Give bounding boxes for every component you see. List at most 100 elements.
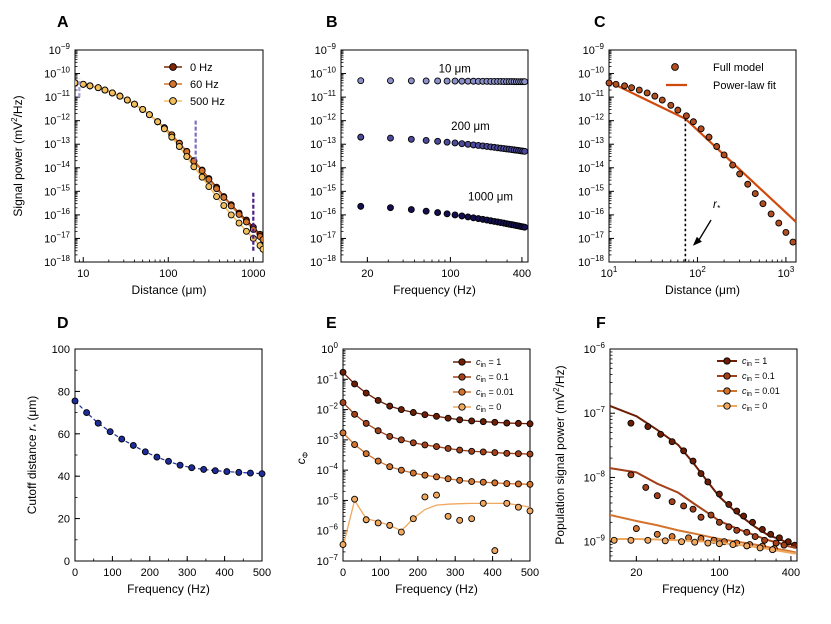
data-point — [86, 82, 94, 90]
data-point — [789, 238, 797, 246]
ylabel-sup: 2 — [552, 387, 561, 392]
y-tick-label: 10−18 — [44, 254, 70, 269]
data-point — [725, 500, 733, 508]
plot-area — [75, 78, 263, 253]
data-point — [689, 118, 697, 126]
data-point — [491, 547, 499, 555]
annotation-symbol: r — [713, 199, 718, 211]
tick-exponent: −10 — [590, 66, 604, 75]
tick-exponent: −13 — [322, 136, 336, 145]
y-tick-label: 100 — [52, 344, 70, 356]
data-point — [79, 80, 87, 88]
panel-E: 0 100 200 300 400 50010010−110−210−310−410−51… — [294, 315, 539, 596]
data-point — [697, 470, 705, 477]
data-point — [160, 125, 168, 133]
x-tick-label: 300 — [178, 567, 196, 579]
data-point — [479, 478, 487, 486]
data-point — [362, 389, 370, 397]
tick-exponent: −12 — [322, 113, 336, 122]
y-tick-label: 10−17 — [310, 230, 336, 245]
y-tick-label: 10−13 — [578, 136, 604, 151]
legend-label: Full model — [713, 62, 764, 74]
y-tick-label: 10−10 — [310, 66, 336, 81]
tick-mantissa: 10 — [579, 92, 591, 104]
x-tick-label: 200 — [141, 567, 159, 579]
legend-subscript: in — [747, 391, 753, 398]
data-point — [433, 443, 440, 451]
data-point — [759, 200, 767, 208]
data-point — [227, 211, 235, 219]
panel-A: 10 100 100010−910−1010−1110−1210−1310−1410… — [10, 14, 266, 297]
data-point — [643, 89, 651, 97]
data-point — [514, 503, 522, 511]
data-point — [433, 473, 440, 481]
panel-D: 0 100 200 300 400 500 0 20 40 60 80 100 Frequency (H… — [25, 315, 271, 596]
data-point — [211, 467, 219, 475]
legend-label: cin = 0 — [742, 401, 767, 413]
legend-symbol: c — [742, 356, 747, 366]
data-point — [456, 516, 464, 524]
tick-mantissa: 10 — [578, 139, 590, 151]
data-point — [351, 441, 359, 448]
data-point — [362, 419, 370, 427]
ylabel-sup: 2 — [10, 117, 19, 122]
y-tick-label: 10−5 — [317, 492, 339, 507]
data-point — [521, 147, 529, 155]
tick-exponent: −15 — [322, 183, 336, 192]
data-point — [456, 416, 464, 424]
legend-marker — [723, 402, 731, 410]
tick-exponent: −4 — [329, 462, 339, 471]
tick-exponent: −13 — [56, 136, 70, 145]
data-point — [386, 521, 394, 529]
tick-mantissa: 10 — [317, 526, 329, 538]
legend-label: cin = 0.1 — [742, 371, 775, 383]
tick-mantissa: 10 — [310, 116, 322, 128]
data-point — [612, 80, 620, 88]
data-point — [704, 539, 712, 547]
data-point — [704, 478, 712, 486]
data-point — [165, 457, 172, 465]
y-tick-label: 10−16 — [310, 207, 336, 222]
tick-mantissa: 10 — [315, 45, 327, 57]
legend-value: = 0.01 — [752, 386, 780, 396]
tick-exponent: −13 — [590, 136, 604, 145]
x-tick-label: 10 — [77, 268, 89, 280]
legend-symbol: c — [742, 386, 747, 396]
panel-C: 101 102 10310−910−1010−1110−1210−1310−1410… — [578, 14, 797, 297]
data-point — [421, 471, 429, 479]
data-point — [129, 442, 137, 449]
tick-exponent: −9 — [327, 42, 337, 51]
tick-mantissa: 10 — [317, 556, 329, 568]
tick-mantissa: 10 — [578, 116, 590, 128]
y-tick-label: 40 — [58, 471, 70, 483]
x-axis-label: Distance (μm) — [665, 283, 740, 297]
tick-exponent: −18 — [56, 254, 70, 263]
data-point — [691, 538, 699, 546]
data-point — [357, 133, 365, 141]
data-point — [83, 409, 91, 417]
data-point — [145, 111, 153, 119]
data-point — [503, 499, 511, 507]
data-point — [751, 190, 759, 198]
tick-mantissa: 10 — [44, 257, 56, 269]
data-point — [526, 450, 534, 458]
tick-mantissa: 10 — [584, 472, 596, 484]
data-point — [758, 525, 766, 533]
data-point — [743, 542, 751, 550]
x-tick-label: 0 — [340, 567, 346, 579]
data-point — [409, 515, 417, 523]
legend-label: cin = 0 — [476, 402, 501, 414]
legend-symbol: c — [476, 372, 481, 382]
legend-value: = 0.1 — [752, 371, 775, 381]
tick-mantissa: 10 — [778, 268, 790, 280]
data-point — [422, 77, 430, 85]
panel-B: 20 100 40010−910−1010−1110−1210−1310−1410−… — [310, 14, 531, 297]
legend-subscript: in — [747, 361, 753, 368]
tick-mantissa: 10 — [310, 163, 322, 175]
data-point — [444, 445, 452, 452]
data-point — [644, 536, 652, 544]
data-point — [200, 465, 208, 473]
x-axis-label: Frequency (Hz) — [662, 582, 745, 596]
tick-exponent: −9 — [596, 534, 606, 543]
y-tick-label: 10−1 — [317, 371, 339, 386]
